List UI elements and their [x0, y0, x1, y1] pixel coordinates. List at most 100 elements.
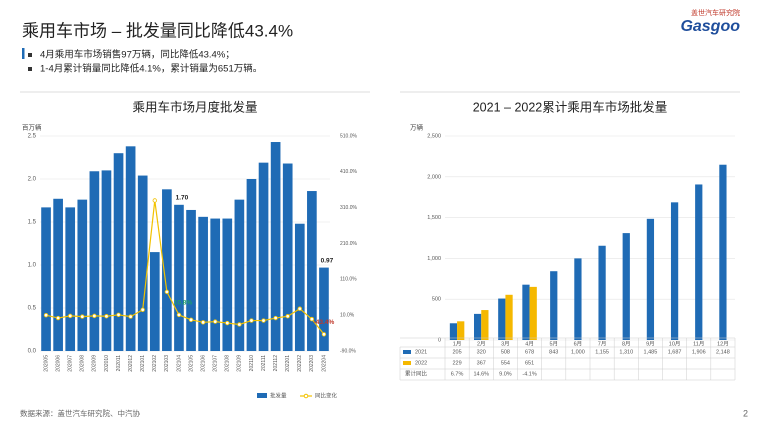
bar — [282, 163, 293, 351]
bullet-dot — [28, 67, 32, 71]
y-tick-label: 0 — [438, 337, 441, 343]
slide-title: 乘用车市场 – 批发量同比降低43.4% — [22, 21, 293, 40]
yoy-point — [200, 320, 206, 325]
bar — [294, 223, 305, 351]
yoy-point — [249, 318, 254, 323]
bar — [113, 153, 124, 351]
legend-label: 同比变化 — [315, 391, 338, 399]
table-cell: 229 — [452, 360, 461, 366]
table-cell: 14.6% — [473, 371, 489, 377]
table-cell: 1,485 — [644, 349, 658, 355]
yoy-point — [55, 315, 61, 321]
yoy-point — [152, 198, 157, 203]
table-row-label: 2021 — [415, 349, 427, 355]
table-cell: 6.7% — [451, 371, 464, 377]
yoy-line — [45, 200, 325, 335]
yoy-point — [261, 318, 266, 323]
yoy-point — [176, 312, 182, 318]
bar-value-label: 1.70 — [176, 195, 189, 202]
table-cell: 320 — [477, 349, 486, 355]
bar — [137, 175, 148, 351]
y2-tick-label: 210.0% — [340, 241, 358, 247]
table-cell: 367 — [477, 360, 486, 366]
title-accent — [22, 48, 25, 59]
bar — [481, 310, 489, 340]
y-axis-label: 万辆 — [410, 123, 424, 132]
x-tick-label: 8月 — [622, 340, 631, 347]
logo-en: Gasgoo — [680, 18, 740, 35]
logo-cn: 盖世汽车研究院 — [691, 8, 740, 17]
bar — [598, 245, 606, 340]
x-tick-label: 202111 — [261, 355, 267, 371]
y-tick-label: 2,500 — [427, 133, 441, 139]
yoy-point — [213, 319, 218, 324]
bar-value-label: 0.97 — [321, 257, 334, 264]
bar — [670, 202, 679, 340]
legend-label: 批发量 — [270, 391, 287, 399]
y-tick-label: 2.5 — [28, 134, 37, 140]
x-tick-label: 202101 — [140, 355, 146, 372]
table-cell: 1,687 — [668, 349, 682, 355]
x-tick-label: 7月 — [598, 340, 607, 347]
chart-title: 2021 – 2022累计乘用车市场批发量 — [473, 99, 668, 114]
x-tick-label: 202104 — [176, 355, 182, 372]
yoy-point — [164, 289, 170, 295]
y2-tick-label: 10.0% — [340, 312, 355, 318]
bar — [246, 179, 257, 351]
x-tick-label: 202107 — [213, 355, 219, 372]
yoy-point — [68, 313, 73, 319]
x-tick-label: 202010 — [104, 355, 110, 372]
bar — [234, 199, 245, 351]
x-tick-label: 1月 — [453, 340, 462, 347]
bar — [457, 321, 465, 340]
yoy-point — [285, 314, 290, 319]
x-tick-label: 202112 — [273, 355, 279, 372]
bar — [198, 216, 208, 351]
bar — [89, 171, 100, 351]
yoy-point — [237, 322, 242, 327]
y-tick-label: 0.5 — [28, 306, 37, 312]
table-row-label: 累计同比 — [405, 369, 428, 377]
bar — [719, 164, 727, 340]
yoy-point — [140, 307, 145, 312]
y-tick-label: 0.0 — [28, 349, 37, 355]
x-tick-label: 202011 — [116, 355, 122, 372]
yoy-point — [321, 332, 327, 337]
x-tick-label: 202108 — [225, 355, 231, 372]
table-cell: -4.1% — [522, 371, 536, 377]
table-cell: 1,310 — [619, 349, 633, 355]
x-tick-label: 202005 — [43, 355, 49, 372]
y2-tick-label: 110.0% — [340, 277, 357, 283]
y-tick-label: 500 — [432, 297, 441, 303]
yoy-point — [116, 312, 121, 318]
yoy-point — [128, 314, 133, 319]
yoy-point — [297, 306, 302, 311]
y-axis-label: 百万辆 — [22, 123, 42, 132]
x-tick-label: 202008 — [80, 355, 86, 372]
x-tick-label: 9月 — [646, 340, 655, 347]
x-tick-label: 6月 — [574, 340, 583, 347]
table-row-label: 2022 — [415, 360, 427, 366]
y-tick-label: 1.0 — [28, 263, 37, 269]
x-tick-label: 202102 — [152, 355, 158, 372]
table-cell: 1,906 — [692, 349, 706, 355]
y2-tick-label: 310.0% — [340, 205, 358, 211]
bar — [319, 267, 329, 351]
bar — [53, 198, 63, 351]
y-tick-label: 1.5 — [28, 220, 37, 226]
page-number: 2 — [743, 408, 748, 418]
bar — [41, 207, 51, 351]
legend-swatch — [403, 361, 411, 365]
table-cell: 1,155 — [595, 349, 609, 355]
y2-tick-label: 410.0% — [340, 169, 358, 175]
bar — [550, 271, 558, 340]
y2-tick-label: -90.0% — [340, 348, 356, 354]
table-cell: 1,000 — [571, 349, 585, 355]
table-cell: 554 — [501, 360, 510, 366]
y-tick-label: 1,000 — [427, 256, 441, 262]
source: 数据来源：盖世汽车研究院、中汽协 — [20, 408, 140, 418]
table-cell: 678 — [525, 349, 534, 355]
x-tick-label: 5月 — [549, 340, 558, 347]
table-cell: 508 — [501, 349, 510, 355]
